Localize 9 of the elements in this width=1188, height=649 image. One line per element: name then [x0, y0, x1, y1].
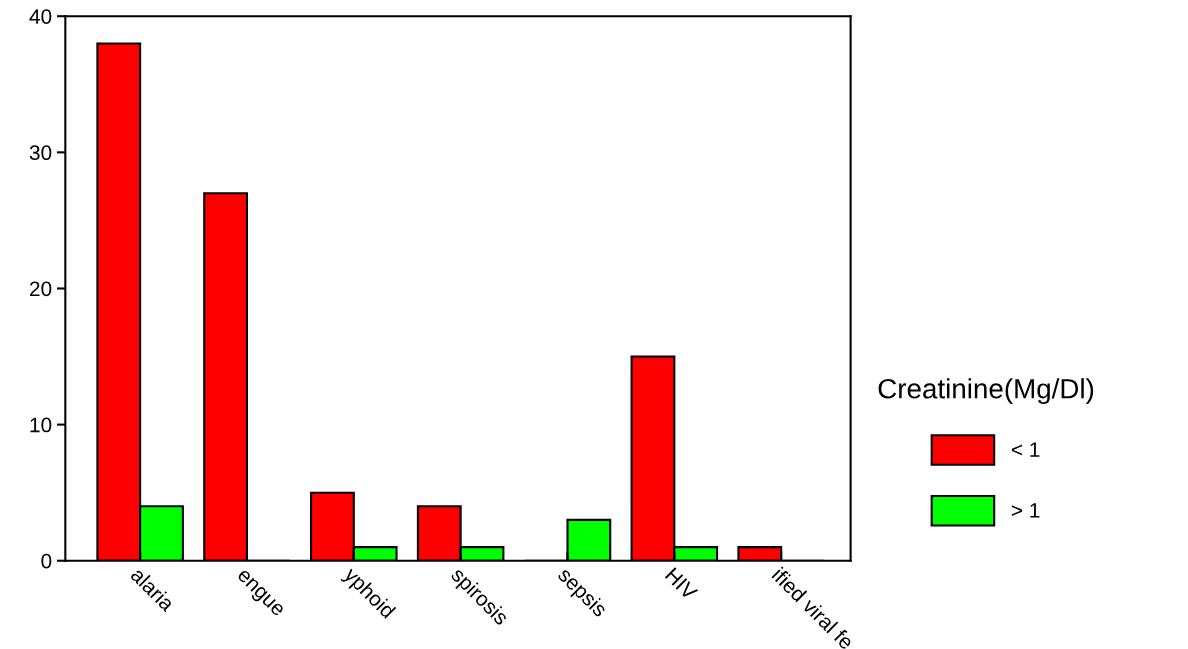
legend-label: < 1 — [1011, 442, 1040, 457]
y-tick-label: 10 — [30, 417, 52, 433]
y-tick-label: 40 — [29, 9, 52, 24]
y-tick-label: 30 — [29, 145, 52, 161]
y-tick-label: 0 — [41, 553, 52, 569]
legend-title: Creatinine(Mg/Dl) — [878, 378, 1094, 405]
x-tick-label: HIV — [664, 567, 699, 601]
y-tick-label: 20 — [30, 281, 52, 297]
legend-label: > 1 — [1011, 503, 1040, 518]
